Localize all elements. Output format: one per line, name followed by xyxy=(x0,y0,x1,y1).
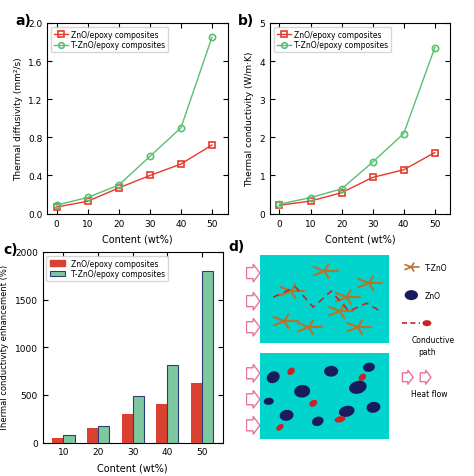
Text: path: path xyxy=(418,347,436,356)
Text: T-ZnO: T-ZnO xyxy=(425,263,447,272)
Ellipse shape xyxy=(287,368,295,375)
Ellipse shape xyxy=(276,424,283,431)
Ellipse shape xyxy=(339,406,355,417)
Ellipse shape xyxy=(294,385,310,398)
Bar xyxy=(167,366,178,443)
Text: b): b) xyxy=(238,14,254,28)
Bar xyxy=(64,436,74,443)
X-axis label: Content (wt%): Content (wt%) xyxy=(98,462,168,472)
Ellipse shape xyxy=(358,374,366,381)
Text: ZnO: ZnO xyxy=(425,291,441,300)
Ellipse shape xyxy=(312,416,324,426)
X-axis label: Content (wt%): Content (wt%) xyxy=(325,234,395,244)
Legend: ZnO/epoxy composites, T-ZnO/epoxy composites: ZnO/epoxy composites, T-ZnO/epoxy compos… xyxy=(46,256,168,282)
Ellipse shape xyxy=(280,410,293,421)
Ellipse shape xyxy=(349,381,367,394)
Bar xyxy=(52,438,64,443)
Legend: ZnO/epoxy composites, T-ZnO/epoxy composites: ZnO/epoxy composites, T-ZnO/epoxy compos… xyxy=(274,28,391,53)
Bar xyxy=(133,396,144,443)
Ellipse shape xyxy=(267,371,280,384)
Bar xyxy=(191,384,202,443)
Ellipse shape xyxy=(405,290,418,300)
Ellipse shape xyxy=(324,366,338,377)
Bar xyxy=(202,271,213,443)
Text: a): a) xyxy=(15,14,31,28)
Text: Heat flow: Heat flow xyxy=(411,389,448,398)
Bar xyxy=(122,414,133,443)
Ellipse shape xyxy=(335,416,346,423)
Ellipse shape xyxy=(310,400,317,407)
Y-axis label: Thermal conductivity enhancement (%): Thermal conductivity enhancement (%) xyxy=(0,264,9,431)
Legend: ZnO/epoxy composites, T-ZnO/epoxy composites: ZnO/epoxy composites, T-ZnO/epoxy compos… xyxy=(51,28,168,53)
Text: d): d) xyxy=(228,239,245,254)
Text: c): c) xyxy=(3,243,18,257)
Bar xyxy=(87,428,98,443)
Ellipse shape xyxy=(366,402,381,413)
Text: Conductive: Conductive xyxy=(411,335,455,344)
Ellipse shape xyxy=(422,320,431,327)
Bar xyxy=(98,426,109,443)
Ellipse shape xyxy=(363,363,375,372)
Y-axis label: Thermal conductivity (W/m·K): Thermal conductivity (W/m·K) xyxy=(245,51,254,187)
Ellipse shape xyxy=(264,398,274,405)
Bar xyxy=(156,405,167,443)
Y-axis label: Thermal diffusivity (mm²/s): Thermal diffusivity (mm²/s) xyxy=(14,57,23,181)
X-axis label: Content (wt%): Content (wt%) xyxy=(102,234,173,244)
